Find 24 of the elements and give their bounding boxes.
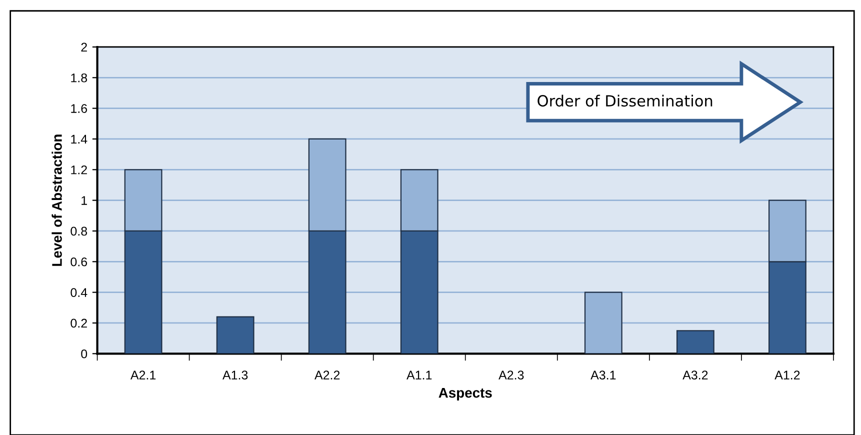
y-tick-label: 0.4 xyxy=(70,288,88,297)
y-tick-label: 1 xyxy=(82,196,87,205)
bar xyxy=(216,316,254,354)
y-tick-label: 1.6 xyxy=(71,104,88,113)
x-axis-title: Aspects xyxy=(438,388,492,400)
x-tick-label: A1.2 xyxy=(774,370,800,380)
x-tick-label: A2.1 xyxy=(130,370,156,380)
y-tick-label: 2 xyxy=(81,42,87,52)
annotation: Order of Dissemination xyxy=(538,94,712,107)
y-tick-label: 0.8 xyxy=(70,226,88,236)
y-tick-label: 0 xyxy=(81,349,88,358)
x-tick-label: A1.3 xyxy=(222,370,248,380)
x-tick-label: A3.2 xyxy=(682,370,708,380)
bar xyxy=(676,330,714,354)
y-axis-title: Level of Abstraction xyxy=(52,134,62,266)
y-tick-label: 0.2 xyxy=(70,318,87,328)
x-tick-label: A2.2 xyxy=(314,370,340,380)
y-tick-label: 1.8 xyxy=(71,73,88,82)
y-tick-label: 0.6 xyxy=(70,257,88,266)
y-tick-label: 1.4 xyxy=(71,134,88,144)
x-tick-label: A2.3 xyxy=(498,370,524,380)
x-tick-label: A1.1 xyxy=(406,370,432,380)
y-tick-label: 1.2 xyxy=(71,165,87,174)
x-tick-label: A3.1 xyxy=(590,370,616,380)
